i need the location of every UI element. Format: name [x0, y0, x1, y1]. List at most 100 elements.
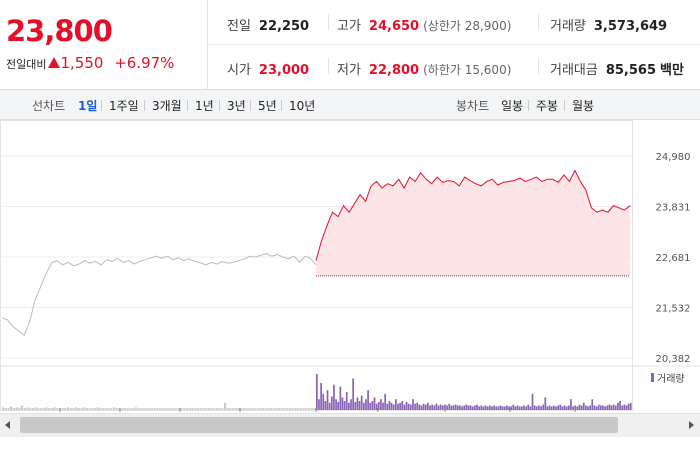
volume-bar-today [619, 401, 621, 410]
tab-1week[interactable]: 1주일 [109, 99, 139, 113]
volume-bar-previous [199, 408, 202, 410]
volume-bar-previous [42, 408, 45, 410]
stat-low: 저가 22,800 (하한가 15,600) [337, 63, 512, 78]
volume-bar-previous [23, 408, 26, 410]
volume-bar-today [328, 402, 331, 410]
quote-panel: 23,800 전일대비 1,550 +6.97% 전일 22,250 고가 24,65… [0, 0, 700, 90]
volume-bar-today [444, 404, 446, 410]
volume-bar-today [542, 404, 545, 410]
volume-bar-previous [237, 408, 240, 410]
scroll-left-arrow-icon[interactable] [5, 421, 10, 429]
y-tick-label: 22,681 [656, 253, 691, 264]
stat-separator [328, 58, 329, 74]
tab-1day[interactable]: 1일 [78, 99, 98, 113]
tab-10years[interactable]: 10년 [289, 99, 316, 113]
tab-weekly-candle[interactable]: 주봉 [536, 99, 559, 113]
volume-bar-today [625, 405, 628, 410]
volume-bar-previous [137, 408, 140, 410]
tab-5years[interactable]: 5년 [258, 99, 277, 113]
volume-bar-today [525, 406, 527, 410]
volume-bar-previous [45, 407, 48, 410]
volume-bar-today [424, 404, 427, 410]
volume-bar-previous [102, 408, 105, 410]
volume-bar-today [503, 406, 506, 410]
volume-bar-previous [191, 408, 194, 410]
volume-bar-today [341, 397, 344, 410]
volume-bar-today [352, 378, 355, 410]
volume-bar-today [614, 405, 617, 410]
volume-bar-today [459, 405, 461, 410]
volume-bar-previous [56, 408, 59, 410]
tab-daily-candle[interactable]: 일봉 [501, 99, 524, 113]
volume-bar-today [546, 406, 549, 410]
volume-bar-today [420, 405, 423, 410]
volume-bar-previous [291, 408, 294, 410]
volume-bar-previous [80, 408, 83, 410]
volume-bar-today [474, 405, 476, 410]
volume-bar-previous [245, 408, 248, 410]
volume-bar-previous [134, 407, 137, 410]
stat-separator [538, 58, 539, 74]
scroll-right-arrow-icon[interactable] [689, 421, 694, 429]
volume-bar-previous [169, 408, 172, 410]
volume-bar-today [469, 405, 472, 410]
volume-bar-previous [210, 408, 213, 410]
volume-bar-today [412, 399, 414, 410]
volume-bar-previous [112, 407, 116, 410]
volume-bar-today [589, 405, 592, 410]
volume-bar-previous [256, 408, 259, 410]
volume-bar-today [367, 390, 369, 410]
tab-3months[interactable]: 3개월 [152, 99, 182, 113]
volume-bar-today [582, 402, 585, 410]
volume-bar-today [606, 405, 609, 410]
volume-bar-today [512, 404, 515, 410]
volume-bar-previous [10, 406, 13, 410]
volume-bar-previous [94, 408, 97, 410]
volume-bar-previous [164, 408, 167, 410]
volume-bar-today [399, 402, 401, 410]
intraday-price-chart: 24,980 23,831 22,681 21,532 20,382 거래량 [0, 120, 700, 412]
volume-bar-today [538, 405, 540, 410]
volume-bar-previous [232, 408, 235, 410]
volume-bar-previous [159, 408, 162, 410]
previous-day-price-line [1, 252, 317, 337]
volume-bar-previous [294, 408, 297, 410]
volume-bar-today [356, 397, 359, 410]
volume-bar-previous [234, 408, 237, 410]
volume-bar-previous [240, 408, 243, 410]
volume-bar-previous [223, 402, 227, 410]
volume-bar-today [578, 404, 581, 410]
tab-1year[interactable]: 1년 [195, 99, 214, 113]
volume-bar-previous [261, 408, 265, 410]
scrollbar-thumb[interactable] [20, 417, 618, 433]
volume-bar-today [401, 401, 404, 410]
volume-bar-previous [4, 408, 7, 410]
tab-monthly-candle[interactable]: 월봉 [572, 99, 595, 113]
volume-bar-previous [269, 408, 273, 410]
chart-scrollbar[interactable] [0, 413, 700, 437]
tab-3years[interactable]: 3년 [227, 99, 246, 113]
volume-bar-today [318, 399, 320, 410]
volume-bar-today [365, 399, 367, 410]
volume-bar-today [548, 405, 551, 410]
volume-bar-previous [297, 408, 300, 410]
volume-bar-today [322, 393, 325, 410]
volume-bar-today [493, 405, 495, 410]
volume-bar-today [533, 405, 536, 410]
volume-bar-previous [283, 408, 286, 410]
stat-volume: 거래량 3,573,649 [550, 19, 668, 34]
volume-bar-today [627, 403, 630, 410]
volume-bar-previous [34, 407, 37, 410]
volume-bar-today [431, 404, 434, 410]
volume-bar-previous [29, 408, 32, 410]
change-amount: 1,550 [60, 54, 104, 72]
y-tick-label: 24,980 [656, 152, 691, 163]
volume-bar-previous [131, 408, 135, 410]
volume-bar-today [465, 404, 468, 410]
volume-bar-today [523, 405, 525, 410]
volume-bar-previous [64, 408, 67, 410]
volume-bar-previous [248, 408, 251, 410]
volume-bar-previous [183, 408, 186, 410]
volume-bar-today [480, 405, 483, 410]
volume-bar-today [553, 405, 555, 410]
